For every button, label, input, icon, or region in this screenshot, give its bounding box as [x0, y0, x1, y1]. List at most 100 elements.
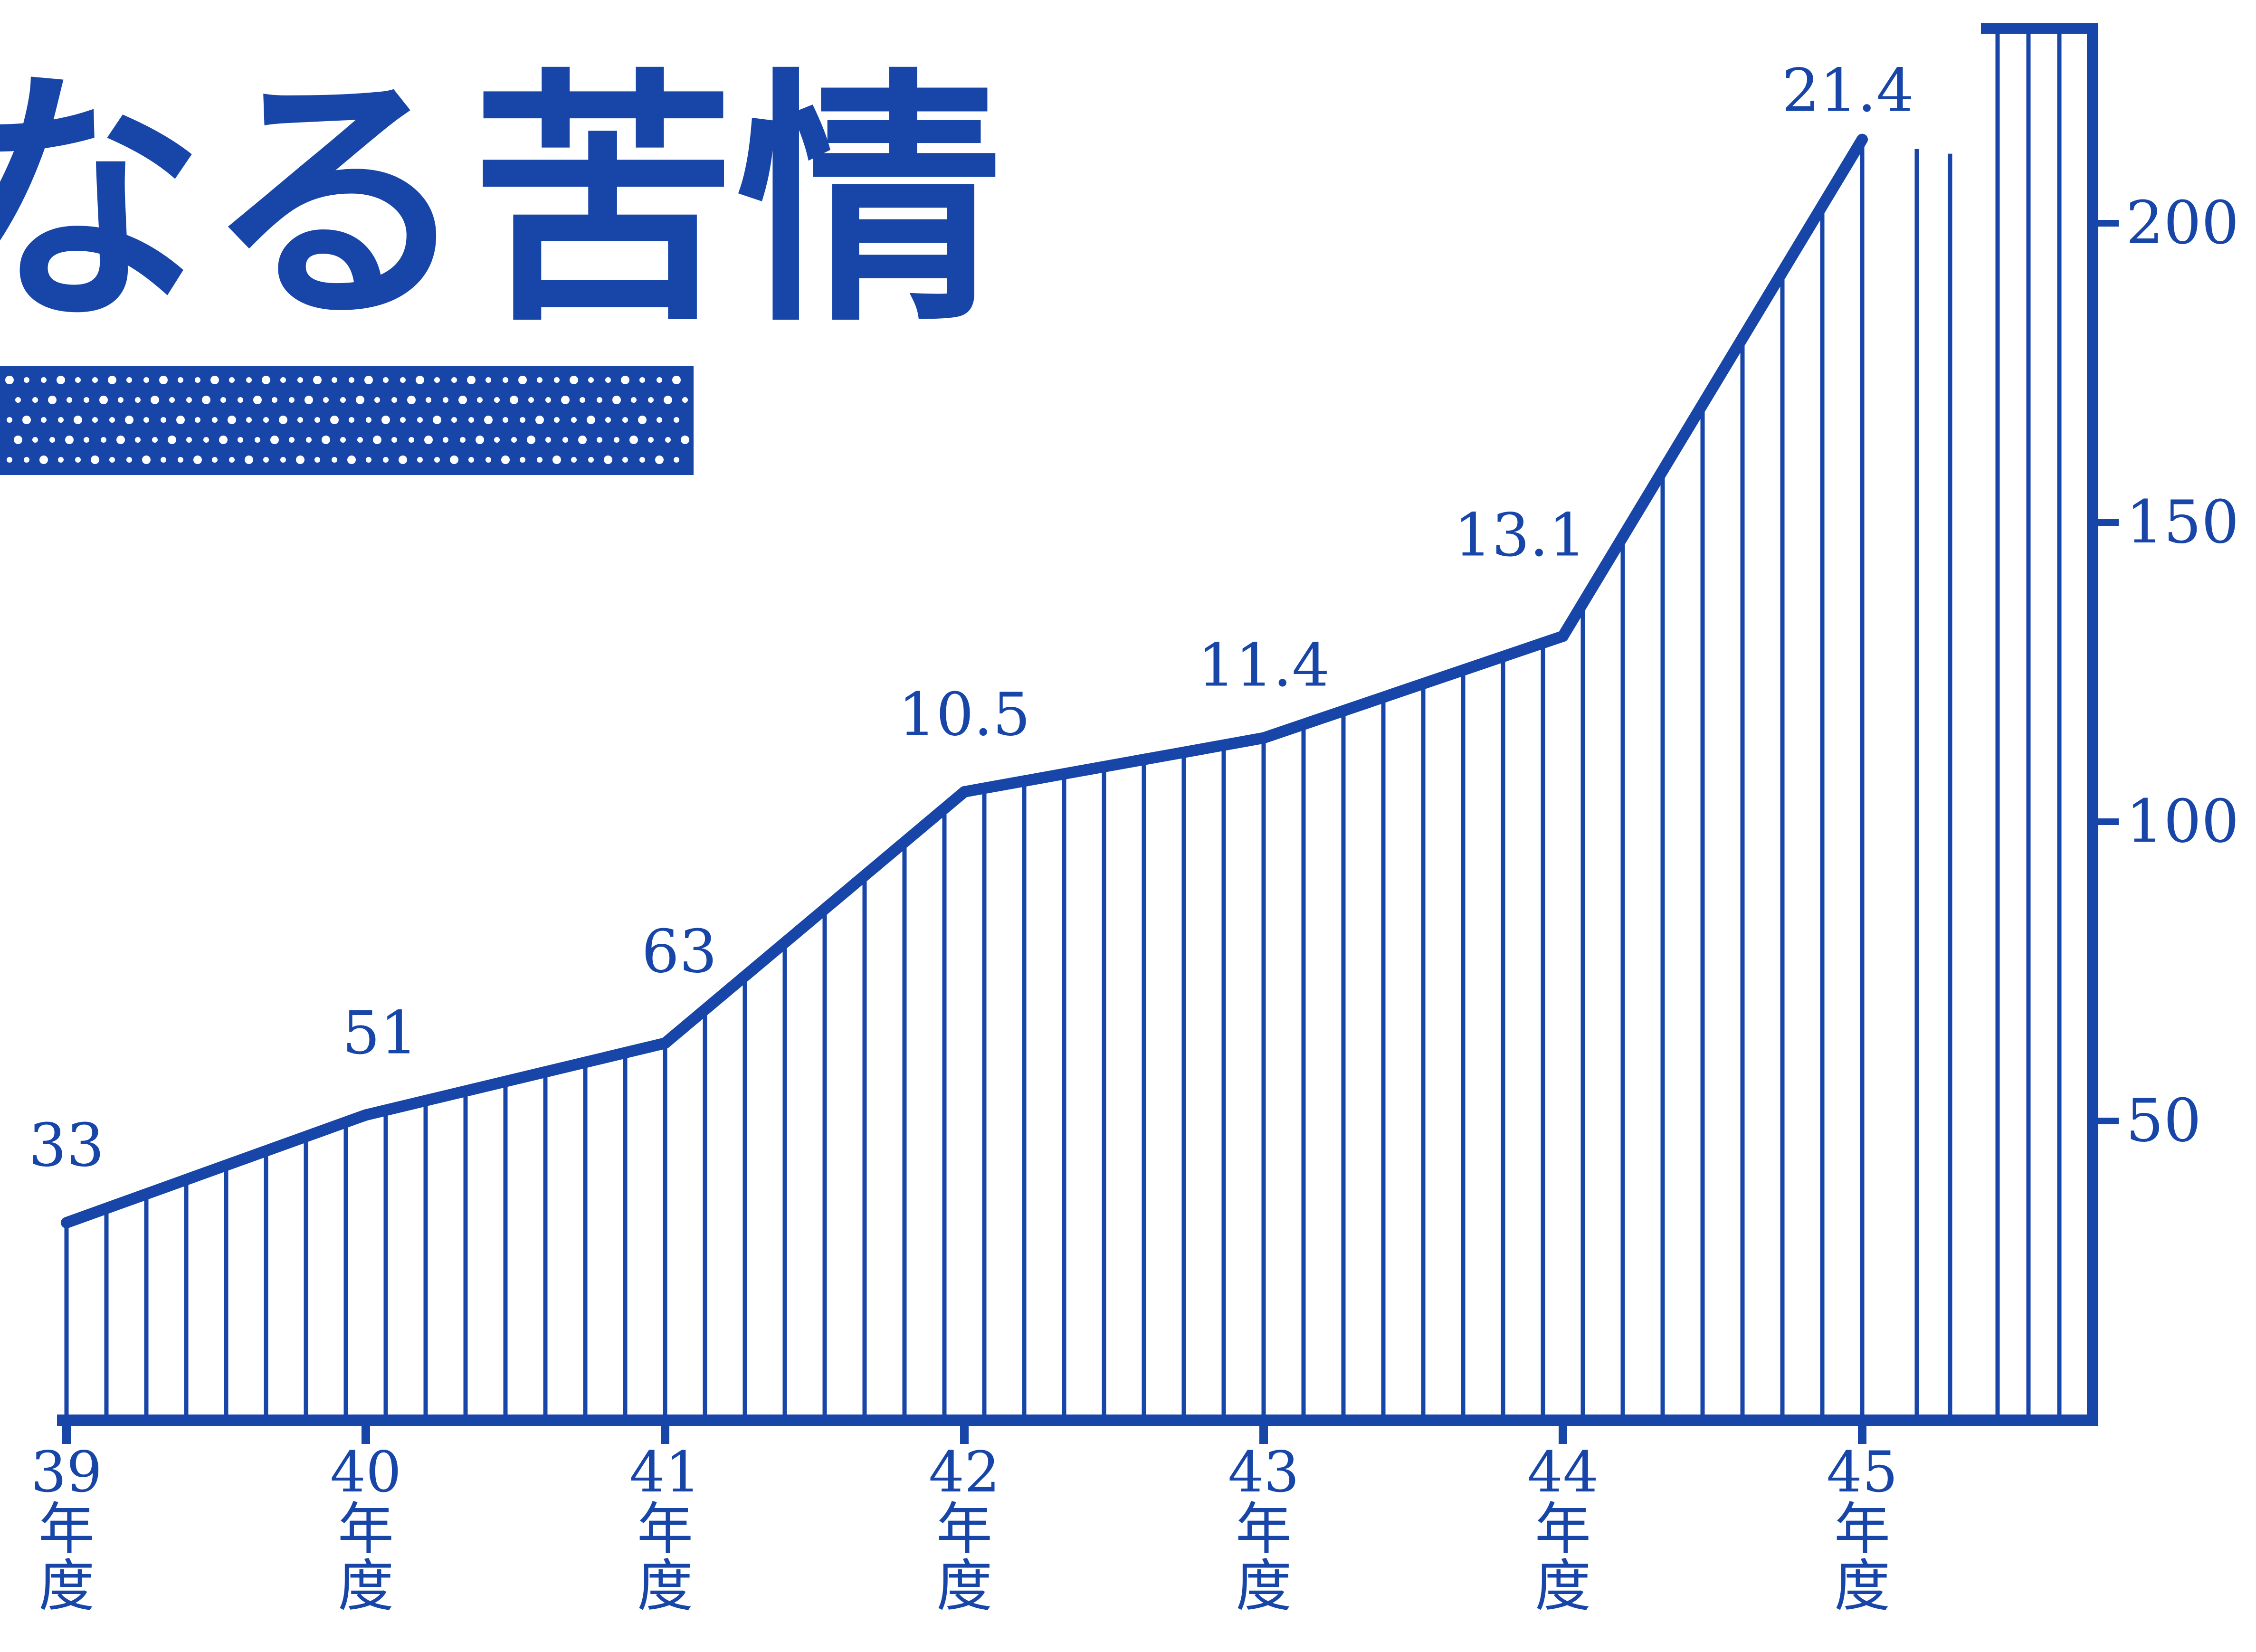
x-tick-label: 39 [31, 1439, 102, 1505]
pattern-dot [520, 457, 525, 463]
pattern-dot [477, 397, 483, 403]
pattern-dot [597, 437, 602, 443]
pattern-dot [571, 417, 577, 423]
data-label: 10.5 [898, 680, 1030, 749]
data-label: 21.4 [1782, 57, 1914, 125]
pattern-dot [99, 396, 108, 404]
pattern-dot [391, 437, 397, 443]
pattern-dot [314, 457, 320, 463]
pattern-dot [349, 417, 354, 423]
pattern-dot [210, 376, 219, 384]
pattern-dot [195, 417, 200, 423]
pattern-dot [228, 416, 236, 424]
pattern-dot [168, 436, 176, 444]
pattern-dot [332, 457, 337, 463]
pattern-dot [48, 396, 57, 404]
pattern-dot [468, 457, 474, 463]
x-tick-label: 度 [1834, 1553, 1890, 1619]
pattern-dot [417, 457, 423, 463]
pattern-dot [169, 397, 175, 403]
x-tick-label: 45 [1827, 1439, 1898, 1505]
pattern-dot [485, 377, 491, 383]
pattern-dot [383, 377, 389, 383]
pattern-dot [511, 437, 517, 443]
pattern-dot [580, 397, 585, 403]
pattern-dot [674, 457, 679, 463]
pattern-dot [219, 436, 228, 444]
pattern-dot [648, 437, 654, 443]
pattern-dot [340, 397, 346, 403]
pattern-dot [340, 437, 346, 443]
pattern-dot [75, 377, 81, 383]
title-pattern-fill [0, 366, 694, 475]
pattern-dot [245, 456, 253, 464]
pattern-dot [510, 396, 518, 404]
pattern-dot [116, 436, 125, 444]
pattern-dot [664, 396, 672, 404]
pattern-dot [381, 416, 390, 424]
data-labels: 33 51 63 10.5 11.4 13.1 21.4 [29, 57, 1914, 1180]
pattern-dot [323, 397, 329, 403]
pattern-dot [681, 436, 689, 444]
pattern-dot [416, 376, 424, 384]
pattern-dot [246, 417, 252, 423]
pattern-dot [373, 436, 381, 444]
pattern-dot [638, 416, 647, 424]
pattern-dot [92, 417, 98, 423]
x-tick-label: 年 [338, 1496, 394, 1562]
pattern-dot [356, 396, 364, 404]
pattern-dot [57, 376, 65, 384]
pattern-dot [476, 436, 484, 444]
data-label: 13.1 [1454, 501, 1586, 570]
pattern-dot [631, 397, 637, 403]
pattern-dot [118, 397, 124, 403]
pattern-dot [682, 397, 688, 403]
pattern-dot [426, 397, 431, 403]
pattern-dot [655, 456, 664, 464]
pattern-dot [297, 377, 303, 383]
pattern-dot [135, 397, 141, 403]
pattern-dot [587, 416, 595, 424]
x-tick-label: 度 [38, 1553, 95, 1619]
pattern-dot [562, 437, 568, 443]
pattern-dot [67, 397, 72, 403]
pattern-dot [32, 397, 38, 403]
pattern-dot [545, 437, 551, 443]
x-tick-label: 42 [929, 1439, 1000, 1505]
pattern-dot [364, 376, 373, 384]
pattern-dot [374, 397, 380, 403]
pattern-dot [202, 396, 210, 404]
pattern-dot [262, 376, 270, 384]
data-point [959, 786, 970, 798]
pattern-dot [7, 457, 12, 463]
pattern-dot [460, 437, 466, 443]
pattern-dot [503, 377, 508, 383]
pattern-dot [629, 436, 638, 444]
pattern-dot [391, 397, 397, 403]
pattern-dot [588, 377, 594, 383]
pattern-dot [14, 436, 22, 444]
data-point [1258, 732, 1269, 744]
pattern-dot [433, 416, 441, 424]
pattern-dot [451, 377, 457, 383]
pattern-dot [296, 456, 305, 464]
pattern-dot [178, 377, 183, 383]
pattern-dot [400, 377, 406, 383]
pattern-dot [49, 437, 55, 443]
pattern-dot [520, 417, 525, 423]
pattern-dot [314, 417, 320, 423]
pattern-dot [383, 457, 389, 463]
x-tick-label: 度 [338, 1553, 394, 1619]
pattern-dot [32, 437, 38, 443]
data-label: 11.4 [1198, 631, 1330, 700]
data-label: 33 [29, 1111, 104, 1180]
pattern-dot [58, 417, 64, 423]
pattern-dot [39, 456, 48, 464]
pattern-dot [571, 457, 577, 463]
title-pattern-band [0, 366, 694, 475]
x-tick-label: 度 [1236, 1553, 1292, 1619]
pattern-dot [75, 457, 81, 463]
y-tick-label: 50 [2126, 1086, 2201, 1155]
pattern-dot [176, 416, 185, 424]
